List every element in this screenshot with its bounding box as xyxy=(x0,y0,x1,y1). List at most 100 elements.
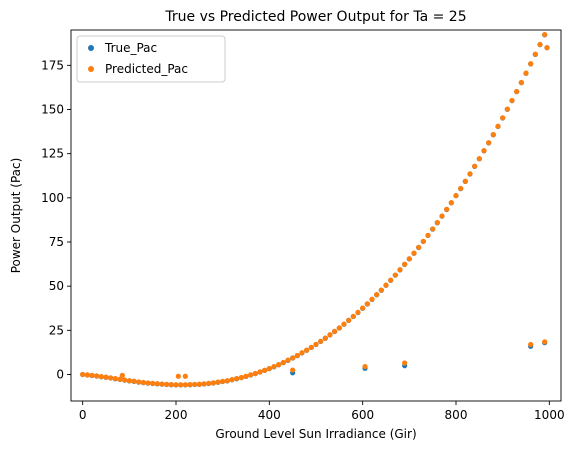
data-point xyxy=(175,373,181,379)
data-point xyxy=(355,309,361,315)
data-point xyxy=(210,380,216,386)
x-tick-label: 400 xyxy=(258,408,281,422)
data-point xyxy=(80,371,86,378)
data-point xyxy=(229,377,235,383)
y-tick-label: 25 xyxy=(49,323,64,337)
y-tick-label: 150 xyxy=(41,103,64,117)
data-point xyxy=(140,379,146,386)
data-point xyxy=(308,344,314,350)
data-point xyxy=(430,226,436,232)
data-point xyxy=(276,362,282,368)
data-point xyxy=(369,296,375,302)
data-point xyxy=(224,378,230,384)
data-point xyxy=(117,376,123,382)
data-point xyxy=(136,379,142,385)
data-point xyxy=(509,97,515,104)
data-point xyxy=(108,375,114,381)
data-point xyxy=(327,332,333,338)
data-point xyxy=(248,372,254,378)
data-point xyxy=(528,341,534,348)
data-point xyxy=(187,381,193,388)
series-1 xyxy=(80,31,550,388)
data-point xyxy=(126,378,132,384)
data-point xyxy=(472,163,478,169)
data-point xyxy=(262,367,268,373)
data-point xyxy=(467,171,473,177)
data-point xyxy=(500,115,506,121)
data-point xyxy=(481,148,487,154)
data-point xyxy=(362,363,368,370)
data-point xyxy=(290,367,296,373)
data-point xyxy=(332,328,338,334)
y-tick-label: 75 xyxy=(49,235,64,249)
data-point xyxy=(145,380,151,386)
legend-marker-true-pac xyxy=(88,45,94,51)
data-point xyxy=(374,292,380,298)
data-point xyxy=(439,213,445,219)
data-point xyxy=(425,232,431,238)
data-point xyxy=(346,317,352,323)
data-point xyxy=(397,267,403,273)
data-point xyxy=(215,379,221,385)
data-point xyxy=(406,256,412,262)
points-layer xyxy=(80,31,550,388)
x-axis-title: Ground Level Sun Irradiance (Gir) xyxy=(215,427,416,441)
data-point xyxy=(514,88,520,95)
data-point xyxy=(182,382,188,388)
data-point xyxy=(150,380,156,386)
x-tick-label: 800 xyxy=(445,408,468,422)
data-point xyxy=(154,381,160,387)
data-point xyxy=(168,381,174,388)
data-point xyxy=(542,31,548,38)
data-point xyxy=(537,41,543,48)
data-point xyxy=(238,374,244,381)
data-point xyxy=(542,339,548,345)
axes-layer: 0 200 400 600 800 1000 0 25 50 75 100 125 150 175 xyxy=(41,29,565,422)
data-point xyxy=(378,287,384,293)
data-point xyxy=(313,341,319,347)
data-point xyxy=(402,261,408,267)
data-point xyxy=(84,372,90,378)
data-point xyxy=(257,369,263,375)
data-point xyxy=(271,363,277,370)
data-point xyxy=(234,375,240,382)
data-point xyxy=(448,200,454,206)
data-point xyxy=(336,325,342,331)
data-point xyxy=(178,382,184,388)
y-tick-label: 100 xyxy=(41,191,64,205)
data-point xyxy=(420,238,426,244)
data-point xyxy=(458,185,464,192)
x-tick-label: 600 xyxy=(351,408,374,422)
data-point xyxy=(285,357,291,363)
data-point xyxy=(486,140,492,146)
y-axis-title: Power Output (Pac) xyxy=(9,158,23,274)
legend-label-predicted-pac: Predicted_Pac xyxy=(105,62,188,76)
data-point xyxy=(164,381,170,387)
data-point xyxy=(476,156,482,162)
data-point xyxy=(304,347,310,353)
legend-box xyxy=(76,35,226,83)
data-point xyxy=(131,378,137,384)
data-point xyxy=(89,372,95,378)
data-point xyxy=(98,374,104,380)
data-point xyxy=(220,378,226,384)
data-point xyxy=(119,372,125,378)
data-point xyxy=(532,51,538,57)
data-point xyxy=(523,70,529,76)
data-point xyxy=(462,178,468,184)
data-point xyxy=(266,365,272,372)
data-point xyxy=(495,123,501,129)
data-point xyxy=(341,321,347,327)
data-point xyxy=(444,206,450,212)
legend: True_Pac Predicted_Pac xyxy=(76,35,226,83)
data-point xyxy=(294,352,300,359)
y-tick-label: 175 xyxy=(41,58,64,72)
data-point xyxy=(243,373,249,379)
data-point xyxy=(411,250,417,256)
data-point xyxy=(518,79,524,86)
x-tick-label: 0 xyxy=(79,408,87,422)
data-point xyxy=(252,370,258,377)
data-point xyxy=(94,373,100,379)
data-point xyxy=(383,282,389,288)
